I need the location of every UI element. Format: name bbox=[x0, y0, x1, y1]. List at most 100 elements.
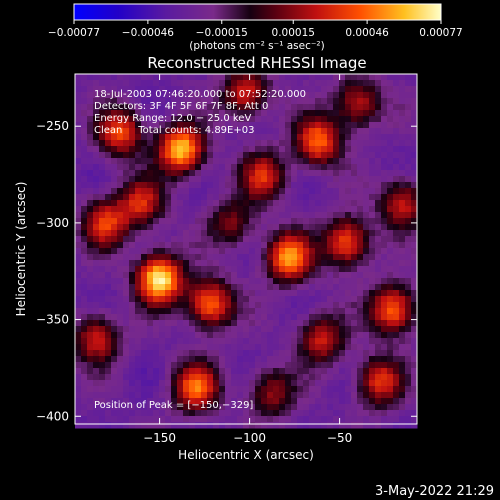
heatmap-cell bbox=[267, 140, 274, 147]
heatmap-cell bbox=[297, 194, 304, 201]
heatmap-cell bbox=[159, 242, 166, 249]
heatmap-cell bbox=[327, 392, 334, 399]
heatmap-cell bbox=[87, 242, 94, 249]
heatmap-cell bbox=[177, 320, 184, 327]
heatmap-cell bbox=[255, 254, 262, 261]
heatmap-cell bbox=[81, 302, 88, 309]
heatmap-cell bbox=[351, 416, 358, 423]
heatmap-cell bbox=[81, 356, 88, 363]
heatmap-cell bbox=[147, 158, 154, 165]
heatmap-cell bbox=[177, 344, 184, 351]
heatmap-cell bbox=[105, 170, 112, 177]
heatmap-cell bbox=[261, 278, 268, 285]
heatmap-cell bbox=[243, 98, 250, 105]
heatmap-cell bbox=[381, 344, 388, 351]
heatmap-cell bbox=[315, 326, 322, 333]
heatmap-cell bbox=[225, 374, 232, 381]
heatmap-cell bbox=[351, 338, 358, 345]
heatmap-cell bbox=[375, 266, 382, 273]
heatmap-cell bbox=[135, 188, 142, 195]
heatmap-cell bbox=[267, 104, 274, 111]
heatmap-cell bbox=[183, 92, 190, 99]
heatmap-cell bbox=[387, 386, 394, 393]
heatmap-cell bbox=[129, 170, 136, 177]
heatmap-cell bbox=[255, 128, 262, 135]
heatmap-cell bbox=[129, 248, 136, 255]
heatmap-cell bbox=[285, 338, 292, 345]
heatmap-cell bbox=[249, 158, 256, 165]
heatmap-cell bbox=[309, 206, 316, 213]
heatmap-cell bbox=[387, 224, 394, 231]
heatmap-cell bbox=[99, 194, 106, 201]
heatmap-cell bbox=[111, 320, 118, 327]
heatmap-cell bbox=[237, 254, 244, 261]
heatmap-cell bbox=[381, 272, 388, 279]
heatmap-cell bbox=[153, 152, 160, 159]
heatmap-cell bbox=[363, 308, 370, 315]
heatmap-cell bbox=[315, 218, 322, 225]
heatmap-cell bbox=[405, 386, 412, 393]
heatmap-cell bbox=[183, 386, 190, 393]
heatmap-cell bbox=[243, 266, 250, 273]
heatmap-cell bbox=[207, 224, 214, 231]
heatmap-cell bbox=[345, 122, 352, 129]
heatmap-cell bbox=[225, 140, 232, 147]
heatmap-cell bbox=[381, 230, 388, 237]
heatmap-cell bbox=[153, 398, 160, 405]
heatmap-cell bbox=[303, 74, 310, 81]
heatmap-cell bbox=[225, 278, 232, 285]
heatmap-cell bbox=[237, 356, 244, 363]
heatmap-cell bbox=[219, 182, 226, 189]
heatmap-cell bbox=[279, 398, 286, 405]
heatmap-cell bbox=[147, 356, 154, 363]
heatmap-cell bbox=[345, 320, 352, 327]
colorbar: −0.00077 −0.00046 −0.00015 0.00015 0.00046 0.… bbox=[48, 3, 463, 52]
heatmap-cell bbox=[303, 80, 310, 87]
heatmap-cell bbox=[99, 134, 106, 141]
heatmap-cell bbox=[255, 308, 262, 315]
heatmap-cell bbox=[219, 254, 226, 261]
heatmap-cell bbox=[309, 218, 316, 225]
heatmap-cell bbox=[153, 92, 160, 99]
heatmap-cell bbox=[153, 314, 160, 321]
heatmap-cell bbox=[141, 290, 148, 297]
heatmap-cell bbox=[99, 116, 106, 123]
heatmap-cell bbox=[399, 74, 406, 81]
heatmap-cell bbox=[345, 350, 352, 357]
heatmap-cell bbox=[279, 152, 286, 159]
heatmap-cell bbox=[321, 386, 328, 393]
heatmap-cell bbox=[405, 206, 412, 213]
heatmap-cell bbox=[291, 218, 298, 225]
heatmap-cell bbox=[165, 422, 172, 429]
heatmap-cell bbox=[339, 134, 346, 141]
heatmap-cell bbox=[231, 194, 238, 201]
heatmap-cell bbox=[195, 278, 202, 285]
heatmap-cell bbox=[219, 80, 226, 87]
heatmap-cell bbox=[267, 218, 274, 225]
heatmap-cell bbox=[363, 368, 370, 375]
heatmap-cell bbox=[273, 92, 280, 99]
heatmap-cell bbox=[183, 194, 190, 201]
heatmap-cell bbox=[345, 98, 352, 105]
heatmap-cell bbox=[219, 176, 226, 183]
heatmap-cell bbox=[207, 140, 214, 147]
heatmap-cell bbox=[237, 284, 244, 291]
heatmap-cell bbox=[309, 344, 316, 351]
heatmap-cell bbox=[177, 80, 184, 87]
heatmap-cell bbox=[177, 140, 184, 147]
footer-date: 3-May-2022 21:29 bbox=[375, 484, 494, 499]
heatmap-cell bbox=[291, 398, 298, 405]
heatmap-cell bbox=[291, 272, 298, 279]
heatmap-cell bbox=[213, 374, 220, 381]
heatmap-cell bbox=[141, 308, 148, 315]
heatmap-cell bbox=[111, 392, 118, 399]
heatmap-cell bbox=[159, 308, 166, 315]
heatmap-cell bbox=[111, 128, 118, 135]
heatmap-cell bbox=[99, 140, 106, 147]
heatmap-cell bbox=[189, 254, 196, 261]
heatmap-cell bbox=[105, 296, 112, 303]
heatmap-cell bbox=[207, 110, 214, 117]
heatmap-cell bbox=[249, 80, 256, 87]
heatmap-cell bbox=[351, 116, 358, 123]
heatmap-cell bbox=[411, 116, 418, 123]
